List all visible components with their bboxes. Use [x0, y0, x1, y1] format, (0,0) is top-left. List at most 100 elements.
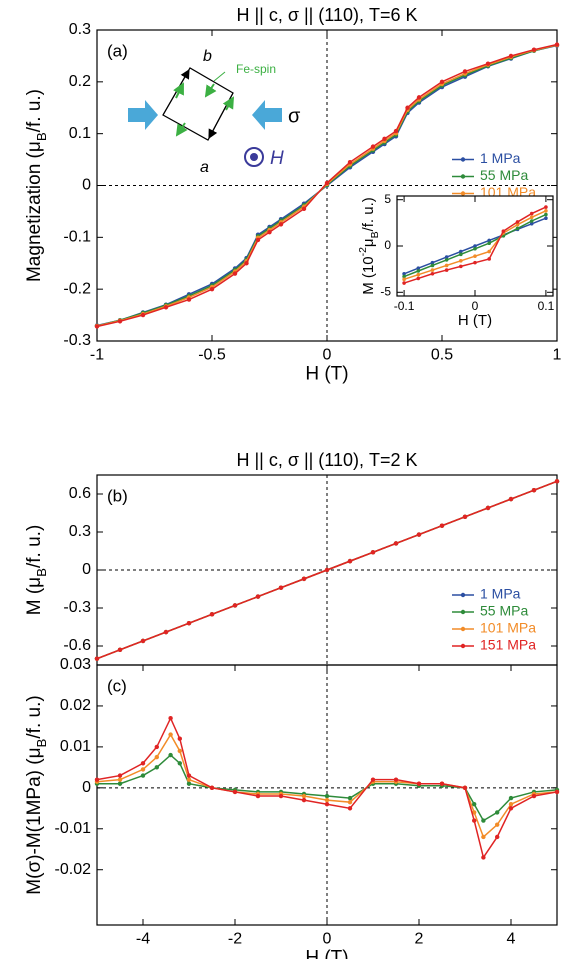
data-point [485, 505, 491, 511]
data-point [402, 281, 406, 285]
data-point [94, 324, 100, 329]
data-point [444, 263, 449, 268]
leader [213, 71, 226, 82]
stress-arrow-left [128, 100, 158, 130]
data-point [140, 773, 146, 778]
data-point [301, 797, 307, 803]
data-point [472, 802, 477, 807]
data-point [439, 79, 445, 85]
data-point [544, 205, 548, 209]
data-point [554, 42, 560, 47]
data-point [544, 209, 548, 213]
chart-title: H || c, σ || (110), T=2 K [236, 450, 417, 470]
x-axis-label: H (T) [305, 948, 348, 959]
data-point [473, 246, 477, 251]
data-point [140, 767, 146, 772]
legend-marker [460, 643, 466, 649]
data-point [462, 785, 468, 791]
y-axis-label-part: B [34, 568, 49, 577]
data-point [554, 479, 560, 484]
field-dot [250, 153, 258, 161]
y-tick-label: 0.02 [60, 697, 91, 714]
data-point [531, 488, 537, 493]
x-tick-label: 0.5 [431, 347, 453, 364]
data-point [459, 264, 463, 269]
data-point [473, 244, 477, 248]
y-tick-label: 0.6 [69, 485, 91, 502]
y-axis-label-part: -2 [357, 247, 369, 256]
data-point [416, 266, 421, 271]
data-point [430, 271, 435, 276]
panel-label: (c) [107, 676, 127, 695]
annotation: H [270, 148, 284, 169]
y-axis-label-part: Magnetization (μ [24, 141, 45, 282]
data-point [515, 226, 520, 231]
data-point [324, 802, 330, 807]
data-point [473, 260, 477, 265]
data-point [439, 781, 445, 786]
y-tick-label: -5 [380, 284, 391, 298]
data-point [459, 259, 463, 263]
data-point [393, 128, 399, 134]
panel-label: (b) [107, 486, 128, 505]
data-point [278, 222, 284, 227]
data-point [439, 523, 445, 528]
data-point [416, 532, 422, 537]
data-point [495, 810, 500, 815]
x-tick-label: 0 [472, 299, 479, 313]
data-point [370, 144, 376, 149]
data-point [531, 47, 537, 52]
x-tick-label: -1 [90, 347, 104, 364]
data-point [393, 541, 399, 546]
x-tick-label: -0.5 [198, 347, 226, 364]
data-point [529, 211, 534, 216]
data-point [529, 219, 534, 223]
data-point [140, 312, 146, 318]
data-point [472, 818, 477, 823]
data-point [347, 159, 353, 165]
y-tick-label: 0.3 [69, 21, 91, 38]
data-point [485, 61, 491, 66]
y-tick-label: 0 [384, 238, 391, 252]
legend-label: 55 MPa [480, 167, 528, 183]
x-tick-label: -2 [228, 931, 242, 948]
panel-label: (a) [107, 41, 128, 60]
data-point [501, 229, 506, 233]
data-point [508, 496, 514, 502]
y-axis-label-part: M(σ)-M(1MPa) (μ [24, 747, 45, 894]
data-point [508, 53, 514, 59]
data-point [459, 252, 463, 257]
spin [175, 122, 188, 137]
data-point [430, 268, 435, 272]
y-axis-label-part: /f. u.) [24, 525, 45, 568]
y-tick-label: 0.3 [69, 523, 91, 540]
x-tick-label: 4 [507, 931, 516, 948]
data-point [481, 855, 486, 860]
data-point [186, 781, 192, 786]
data-point [168, 716, 173, 721]
data-point [324, 793, 330, 799]
legend-label: 101 MPa [480, 620, 536, 636]
data-point [529, 215, 534, 220]
annotation: Fe-spin [236, 62, 276, 76]
data-point [481, 834, 486, 840]
data-point [232, 789, 238, 795]
annotation: σ [288, 105, 301, 127]
y-axis-label-part: B [34, 738, 49, 747]
data-point [140, 638, 146, 644]
unit-cell [162, 67, 234, 141]
field-symbol [244, 147, 264, 167]
y-tick-label: 0.03 [60, 656, 91, 673]
data-point [186, 777, 192, 782]
data-point [154, 754, 159, 760]
y-tick-label: -0.01 [55, 820, 92, 837]
data-point [402, 274, 406, 279]
data-point [402, 277, 406, 282]
data-point [154, 765, 159, 770]
data-point [495, 834, 500, 840]
data-point [515, 220, 520, 224]
x-axis-label: H (T) [458, 312, 492, 329]
legend-marker [460, 157, 466, 162]
